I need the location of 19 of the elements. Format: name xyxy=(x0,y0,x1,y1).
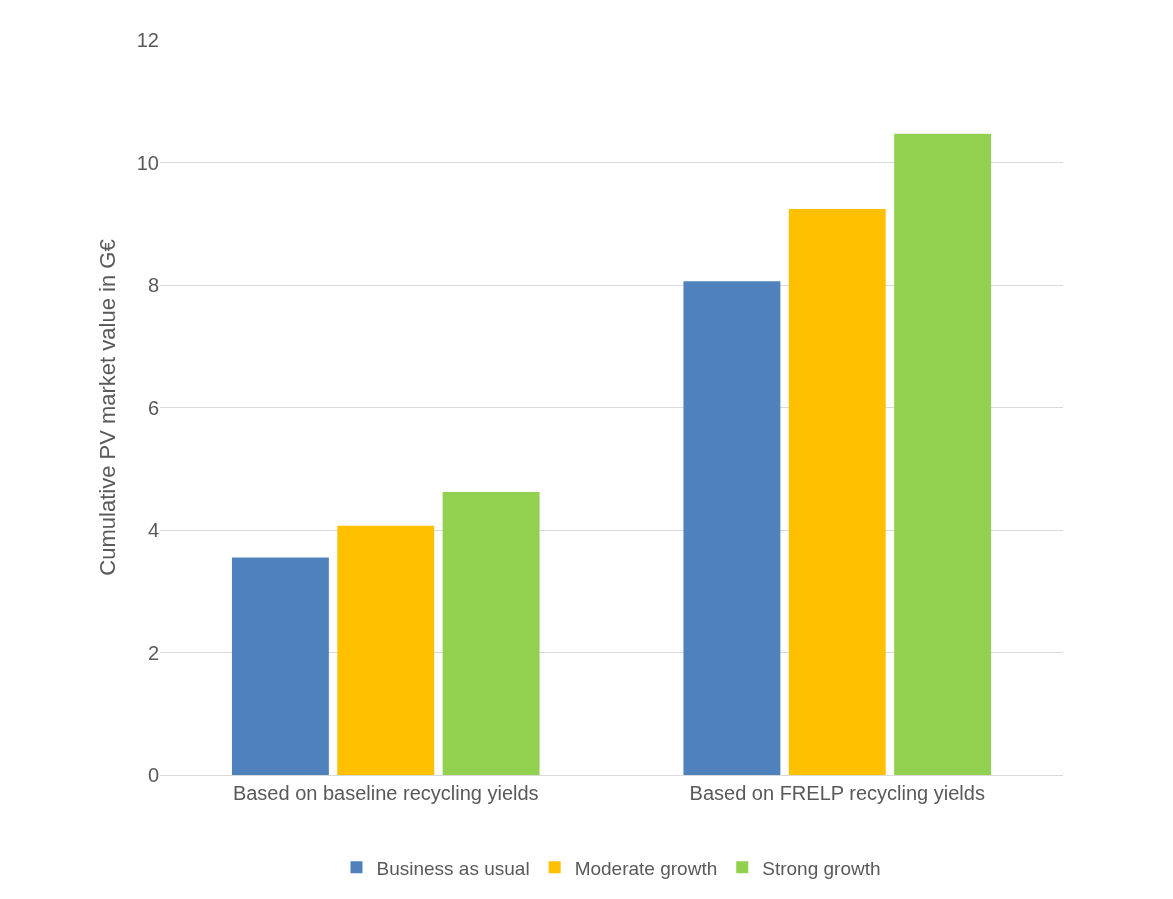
legend-label: Business as usual xyxy=(376,857,530,879)
y-tick-label: 10 xyxy=(136,151,159,174)
legend-label: Strong growth xyxy=(762,857,881,879)
bar xyxy=(231,557,329,775)
y-tick-label: 8 xyxy=(147,274,159,296)
bar xyxy=(683,281,781,775)
y-tick-label: 2 xyxy=(147,641,159,664)
y-tick-label: 0 xyxy=(147,764,159,786)
bar xyxy=(337,525,435,775)
y-tick-label: 4 xyxy=(147,519,159,541)
y-tick-label: 12 xyxy=(136,29,159,51)
bar xyxy=(894,133,992,775)
x-tick-label: Based on baseline recycling yields xyxy=(232,782,539,804)
bar xyxy=(788,209,886,775)
bar xyxy=(442,492,540,775)
legend-label: Moderate growth xyxy=(574,857,718,879)
y-tick-label: 6 xyxy=(147,396,159,419)
y-axis-title: Cumulative PV market value in G€ xyxy=(94,239,120,576)
x-tick-label: Based on FRELP recycling yields xyxy=(689,782,985,804)
